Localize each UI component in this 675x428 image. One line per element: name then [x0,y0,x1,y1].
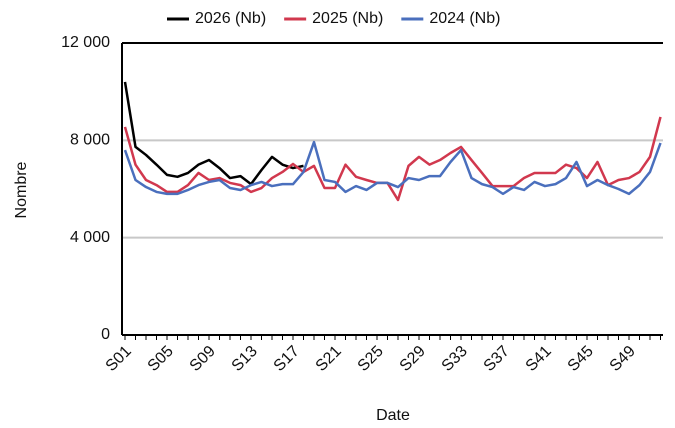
x-tick-label: S37 [481,343,513,375]
y-axis-title: Nombre [13,161,30,218]
series-line [123,81,304,186]
x-tick-label: S33 [439,343,471,375]
x-tick-label: S09 [187,343,219,375]
legend-label: 2025 (Nb) [312,10,383,27]
x-tick-label: S17 [271,343,303,375]
x-axis-title: Date [376,407,410,424]
x-tick-label: S01 [103,343,135,375]
x-tick-label: S45 [565,343,597,375]
x-tick-label: S05 [145,343,177,375]
series-line [123,116,662,202]
y-tick-label: 8 000 [70,132,110,149]
x-tick-label: S13 [229,343,261,375]
x-tick-label: S49 [607,343,639,375]
x-tick-label: S21 [313,343,345,375]
legend-label: 2024 (Nb) [429,10,500,27]
x-tick-label: S25 [355,343,387,375]
series-line [123,140,662,196]
y-tick-label: 12 000 [61,34,110,51]
y-tick-label: 4 000 [70,229,110,246]
legend-label: 2026 (Nb) [195,10,266,27]
x-tick-label: S41 [523,343,555,375]
y-tick-label: 0 [101,326,110,343]
x-tick-label: S29 [397,343,429,375]
